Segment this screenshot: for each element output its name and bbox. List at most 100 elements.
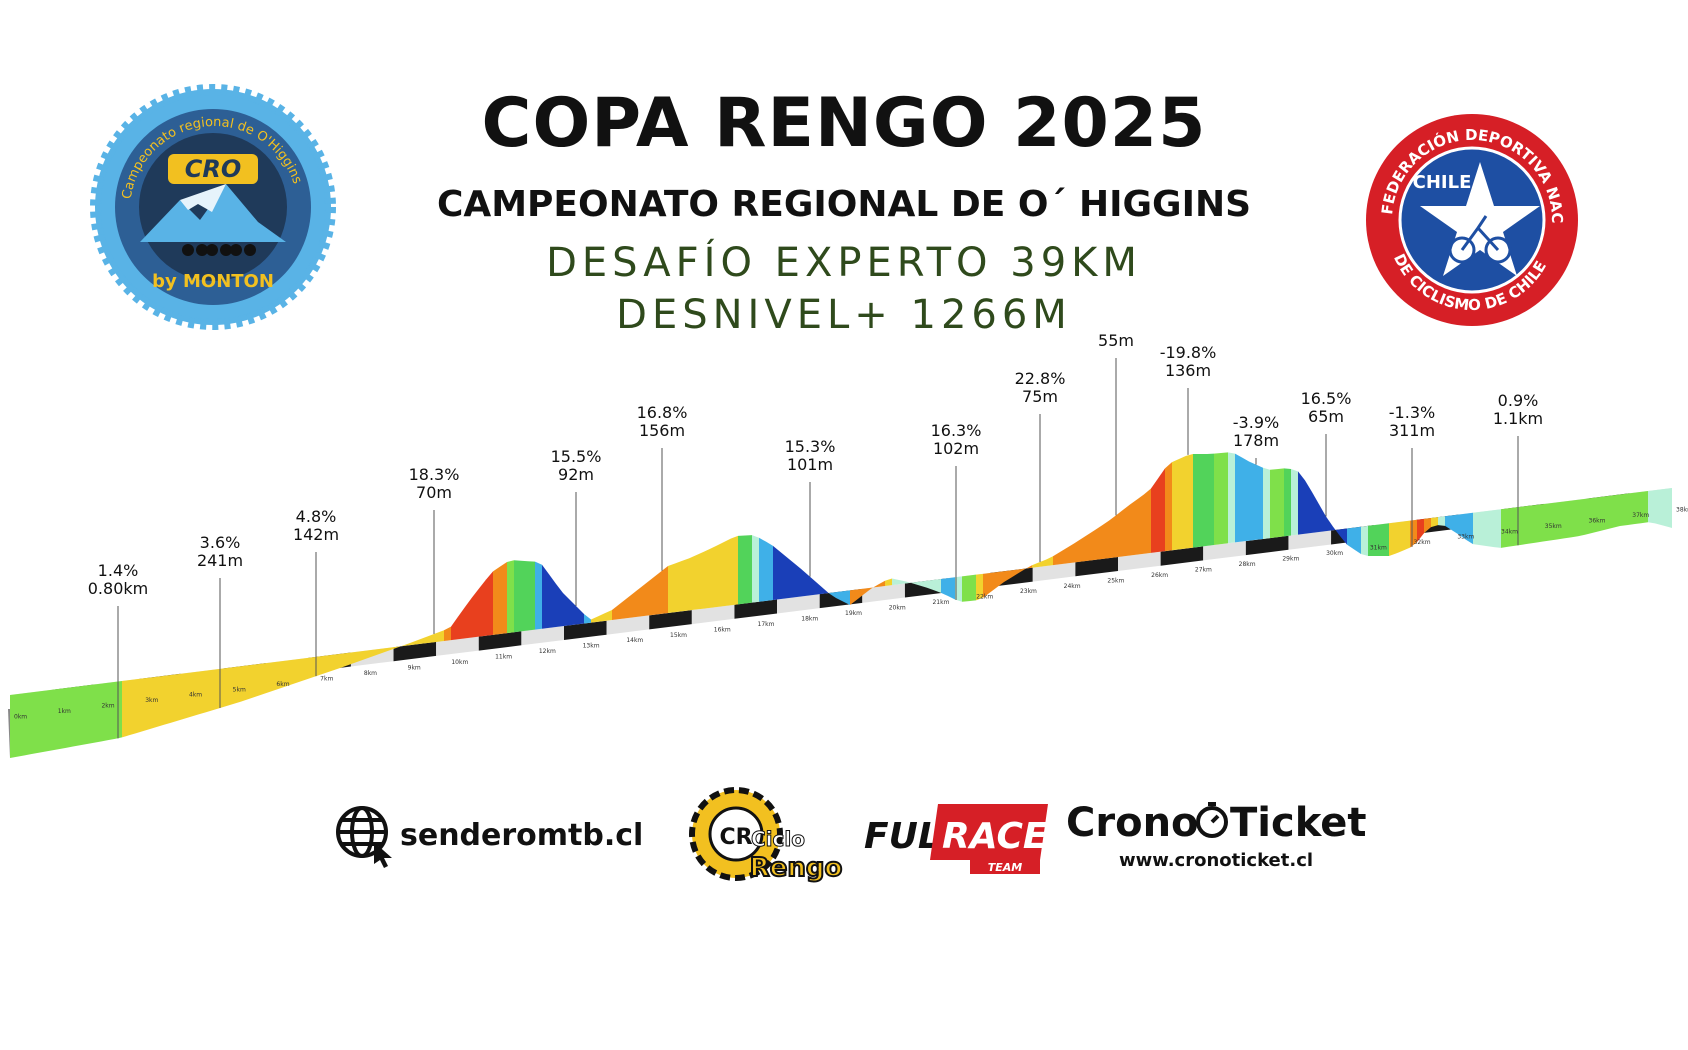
slope-strip <box>542 564 549 629</box>
slope-strip <box>192 671 199 717</box>
slope-strip <box>829 592 836 598</box>
slope-strip <box>1368 524 1375 556</box>
slope-strip <box>444 626 451 641</box>
climb-grade: 16.8% <box>637 403 688 422</box>
slope-strip <box>129 679 136 736</box>
ciclo-badge: CR <box>719 825 752 850</box>
slope-strip <box>1270 469 1277 539</box>
slope-strip <box>1501 508 1508 548</box>
slope-strip <box>1669 488 1672 528</box>
slope-strip <box>1634 491 1641 525</box>
slope-strip <box>1354 526 1361 554</box>
slope-strip <box>703 548 710 609</box>
fullracer-team-bg <box>970 860 1040 874</box>
slope-strip <box>87 684 94 744</box>
slope-strip <box>654 571 661 615</box>
km-marker: 29km <box>1282 556 1299 563</box>
slope-strip <box>507 560 514 634</box>
base-band-segment <box>862 583 905 603</box>
slope-strip <box>1424 518 1431 534</box>
slope-strip <box>1095 525 1102 560</box>
slope-strip <box>1641 490 1648 524</box>
km-marker: 38km <box>1676 507 1688 514</box>
km-marker: 32km <box>1414 539 1431 546</box>
slope-strip <box>1620 493 1627 526</box>
km-marker: 7km <box>320 675 333 682</box>
slope-strip <box>52 688 59 751</box>
slope-strip <box>549 574 556 628</box>
climb-grade: 22.8% <box>1015 369 1066 388</box>
climb-grade: 16.3% <box>931 421 982 440</box>
slope-strip <box>1550 502 1557 541</box>
slope-strip <box>304 657 311 681</box>
km-marker: 36km <box>1589 517 1606 524</box>
event-subtitle: CAMPEONATO REGIONAL DE O´ HIGGINS <box>436 184 1252 225</box>
km-marker: 20km <box>889 605 906 612</box>
slope-strip <box>647 577 654 616</box>
slope-strip <box>1004 570 1011 582</box>
km-marker: 34km <box>1501 528 1518 535</box>
slope-strip <box>1158 468 1165 553</box>
slope-strip <box>17 693 24 757</box>
climb-grade: 18.3% <box>409 465 460 484</box>
fullracer-team-text: TEAM <box>988 861 1023 874</box>
climb-length: 136m <box>1165 361 1211 380</box>
km-marker: 21km <box>932 599 949 606</box>
slope-strip <box>1165 462 1172 552</box>
slope-strip <box>612 604 619 621</box>
slope-strip <box>1060 547 1067 565</box>
km-marker: 4km <box>189 692 202 699</box>
slope-strip <box>822 587 829 594</box>
slope-strip <box>213 668 220 711</box>
slope-strip <box>1172 459 1179 551</box>
base-band-segment <box>734 599 778 619</box>
mountain-icon <box>140 184 286 242</box>
slope-strip <box>1389 522 1396 556</box>
slope-strip <box>850 589 857 605</box>
climb-length: 75m <box>1022 387 1058 406</box>
cro-badge-text: CRO <box>185 155 242 183</box>
slope-strip <box>80 685 87 746</box>
slope-strip <box>1277 468 1284 538</box>
km-marker: 23km <box>1020 588 1037 595</box>
cronoticket-sponsor[interactable]: Crono Ticket www.cronoticket.cl <box>1066 796 1366 876</box>
slope-strip <box>1627 492 1634 526</box>
slope-strip <box>955 576 962 602</box>
base-band-segment <box>478 631 522 651</box>
slope-strip <box>493 566 500 635</box>
sendero-sponsor[interactable]: senderomtb.cl <box>330 800 670 870</box>
slope-strip <box>248 664 255 700</box>
slope-strip <box>31 691 38 755</box>
km-marker: 18km <box>801 615 818 622</box>
fullracer-sponsor[interactable]: FULL RACER TEAM <box>860 800 1050 874</box>
slope-strip <box>521 560 528 632</box>
slope-strip <box>1585 497 1592 535</box>
slope-strip <box>1347 527 1354 550</box>
slope-strip <box>927 579 934 591</box>
slope-strip <box>1144 488 1151 554</box>
slope-strip <box>395 645 402 649</box>
crono-url[interactable]: www.cronoticket.cl <box>1119 850 1313 871</box>
slope-strip <box>948 577 955 600</box>
slope-strip <box>584 614 591 624</box>
slope-strip <box>1487 510 1494 548</box>
sendero-text: senderomtb.cl <box>400 818 643 853</box>
slope-strip <box>990 572 997 593</box>
slope-strip <box>374 648 381 656</box>
slope-strip <box>591 616 598 623</box>
km-marker: 33km <box>1457 534 1474 541</box>
slope-strip <box>1081 534 1088 562</box>
slope-strip <box>1032 562 1039 568</box>
climb-grade: -1.3% <box>1389 403 1435 422</box>
slope-strip <box>1459 513 1466 540</box>
slope-strip <box>73 686 80 747</box>
slope-strip <box>1088 530 1095 561</box>
ciclo-rengo-sponsor[interactable]: CR Ciclo Rengo <box>686 784 846 894</box>
slope-strip <box>1473 511 1480 546</box>
slope-strip <box>311 656 318 678</box>
slope-strip <box>1256 464 1263 540</box>
slope-strip <box>1011 569 1018 578</box>
slope-strip <box>1214 453 1221 546</box>
km-marker: 13km <box>583 643 600 650</box>
base-band-segment <box>1160 546 1204 566</box>
